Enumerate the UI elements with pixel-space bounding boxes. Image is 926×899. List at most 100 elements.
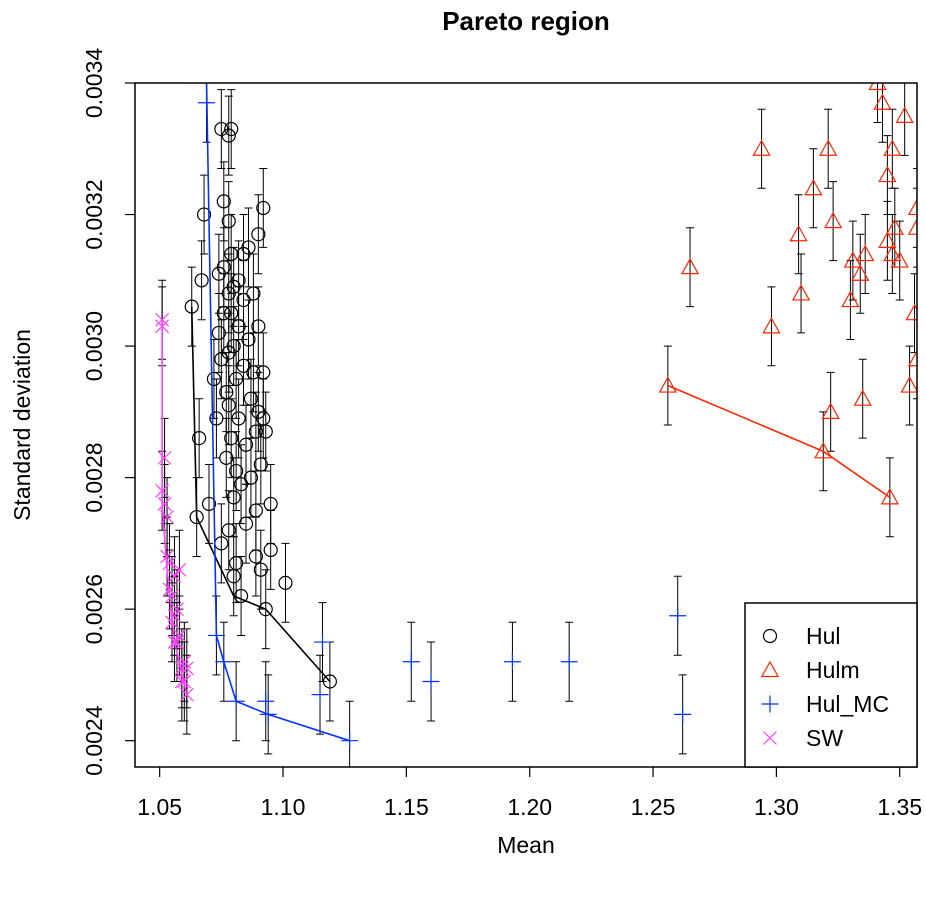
data-point-hul xyxy=(253,457,268,472)
error-bar xyxy=(237,556,246,636)
data-point-hul xyxy=(263,542,278,558)
data-point-sw xyxy=(179,687,194,702)
error-bar xyxy=(663,345,672,426)
legend-marker-hulm xyxy=(760,660,780,678)
error-bar xyxy=(195,398,204,479)
data-point-hul xyxy=(233,588,249,604)
y-tick-label: 0.0030 xyxy=(81,311,107,381)
data-point-sw xyxy=(172,562,187,577)
data-point-hul xyxy=(221,398,236,413)
data-point-hul xyxy=(236,358,251,373)
data-point-hul-mc xyxy=(207,626,225,644)
data-point-hul-mc xyxy=(311,686,329,704)
legend-label-hul-mc: Hul_MC xyxy=(806,691,889,717)
error-bar xyxy=(905,345,914,426)
data-point-hul xyxy=(251,319,266,334)
data-point-hul xyxy=(236,292,251,308)
error-bar xyxy=(254,286,263,367)
x-tick-label: 1.20 xyxy=(507,794,552,820)
series-hul xyxy=(184,89,337,722)
data-point-sw xyxy=(167,569,182,584)
data-point-hul-mc xyxy=(257,692,275,710)
data-point-hul xyxy=(189,509,204,525)
data-point-sw xyxy=(177,674,192,689)
x-tick-label: 1.15 xyxy=(384,794,429,820)
error-bar xyxy=(900,83,909,156)
data-point-hulm xyxy=(752,139,771,156)
series-hulm xyxy=(658,83,917,538)
error-bar xyxy=(767,286,776,367)
data-point-hulm xyxy=(814,441,833,459)
y-tick-label: 0.0028 xyxy=(81,442,107,512)
legend-item-hul-mc: Hul_MC xyxy=(761,691,889,717)
data-point-hul xyxy=(251,227,266,242)
data-point-hulm xyxy=(789,224,808,242)
data-layer xyxy=(155,83,917,767)
data-point-sw xyxy=(155,319,170,334)
data-point-hul xyxy=(226,490,241,505)
data-point-hul xyxy=(248,424,263,439)
error-bar xyxy=(686,227,695,308)
error-bar xyxy=(878,83,887,143)
data-point-hul-mc xyxy=(560,653,578,671)
error-bar xyxy=(251,516,260,597)
legend-item-sw: SW xyxy=(763,725,843,751)
data-point-hul xyxy=(231,319,246,334)
data-point-hulm xyxy=(890,251,909,268)
data-point-hul xyxy=(243,470,259,485)
error-bar xyxy=(757,108,766,189)
legend-label-hul: Hul xyxy=(806,623,841,649)
legend-marker-hul-mc xyxy=(761,695,779,713)
error-bar xyxy=(913,187,917,268)
data-point-hulm xyxy=(907,198,917,216)
data-point-hulm xyxy=(883,139,902,156)
y-tick-label: 0.0034 xyxy=(81,48,107,119)
error-bar xyxy=(200,174,209,255)
data-point-hul xyxy=(216,306,231,321)
error-bar xyxy=(913,168,917,248)
data-point-hul xyxy=(219,450,234,465)
legend-marker-hul xyxy=(762,628,778,644)
error-bar xyxy=(824,108,833,189)
data-point-hul xyxy=(263,496,278,512)
data-point-hul xyxy=(246,286,261,301)
data-point-sw xyxy=(172,628,187,643)
data-point-hulm xyxy=(856,244,875,262)
data-point-hulm xyxy=(883,244,902,262)
error-bar xyxy=(910,273,917,354)
data-point-hulm xyxy=(880,487,900,505)
data-point-hul-mc xyxy=(198,94,216,112)
data-point-hulm xyxy=(878,231,897,248)
data-point-hul xyxy=(224,431,239,446)
error-bar xyxy=(214,233,223,314)
data-point-hul xyxy=(241,332,256,347)
y-tick-label: 0.0032 xyxy=(81,179,107,249)
data-point-hulm xyxy=(762,316,781,334)
data-point-sw xyxy=(165,589,179,603)
data-point-hul-mc xyxy=(422,673,440,690)
data-point-hulm xyxy=(804,178,823,196)
data-point-hul xyxy=(201,496,217,512)
data-point-hul-mc xyxy=(313,633,331,651)
data-point-sw xyxy=(157,496,172,511)
data-point-hulm xyxy=(873,93,892,110)
data-point-hulm xyxy=(791,284,811,301)
data-point-hulm xyxy=(853,389,872,406)
data-point-hulm xyxy=(878,165,897,183)
data-point-sw xyxy=(160,510,174,525)
frontier-line-hul xyxy=(190,306,331,683)
frontier-line-hul-mc xyxy=(205,83,350,742)
x-tick-label: 1.25 xyxy=(631,794,676,820)
legend-label-hulm: Hulm xyxy=(806,657,860,683)
frontier-line-sw xyxy=(161,319,188,695)
x-tick-label: 1.05 xyxy=(137,794,182,820)
data-point-hul xyxy=(226,338,241,354)
data-point-hul xyxy=(221,128,236,143)
data-point-hul xyxy=(196,207,212,222)
data-point-hul xyxy=(278,575,293,590)
data-point-hulm xyxy=(900,376,917,393)
legend-label-sw: SW xyxy=(806,725,843,751)
data-point-sw xyxy=(167,635,182,649)
chart-title: Pareto region xyxy=(442,6,610,36)
